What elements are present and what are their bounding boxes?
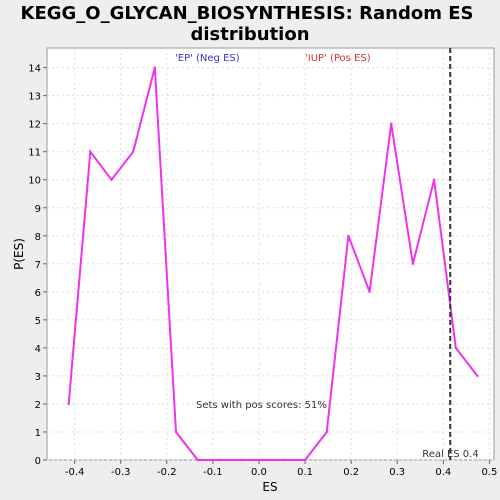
y-tick-label: 7: [35, 260, 41, 271]
x-tick-label: -0.4: [65, 467, 85, 478]
tick-layer: -0.4 -0.3 -0.2 -0.1 0.0 0.1 0.2 0.3 0.4 0.5012345…: [28, 64, 497, 478]
y-tick-label: 9: [35, 204, 41, 215]
data-point: [476, 374, 479, 378]
x-axis-title: ES: [262, 480, 277, 494]
data-point: [67, 402, 70, 406]
data-point: [261, 458, 264, 462]
pos-es-label: 'IUP' (Pos ES): [305, 53, 371, 64]
x-tick-label: 0.0: [251, 467, 267, 478]
grid-layer: [47, 48, 494, 461]
data-point: [282, 458, 286, 462]
data-point: [89, 150, 92, 153]
data-point: [174, 430, 178, 434]
data-point: [347, 234, 350, 237]
plot-area: [46, 47, 495, 461]
data-point: [368, 290, 371, 294]
y-tick-label: 11: [28, 148, 41, 159]
real-es-label: Real ES 0.4: [422, 449, 478, 460]
pos-score-text: Sets with pos scores: 51%: [196, 400, 327, 411]
x-tick-label: -0.2: [157, 467, 177, 478]
y-tick-label: 0: [35, 456, 41, 467]
data-point: [196, 458, 199, 462]
y-tick-label: 13: [28, 92, 41, 103]
x-tick-label: 0.5: [481, 467, 497, 478]
x-tick-label: -0.3: [111, 467, 131, 478]
y-tick-label: 14: [28, 64, 41, 75]
data-point: [110, 178, 113, 181]
y-tick-label: 12: [28, 120, 41, 131]
es-distribution-line: [67, 67, 479, 461]
data-point: [239, 458, 243, 462]
x-tick-label: 0.4: [435, 467, 451, 478]
y-tick-label: 6: [35, 288, 41, 299]
y-tick-label: 3: [35, 372, 41, 383]
data-point: [390, 122, 393, 125]
data-point: [131, 150, 135, 153]
data-point: [153, 66, 157, 69]
y-tick-label: 8: [35, 232, 41, 243]
data-point: [218, 458, 221, 462]
x-tick-label: -0.1: [203, 467, 223, 478]
x-tick-label: 0.2: [343, 467, 359, 478]
x-tick-label: 0.3: [389, 467, 405, 478]
data-point: [303, 458, 307, 462]
x-tick-label: 0.1: [297, 467, 313, 478]
y-tick-label: 10: [28, 176, 41, 187]
series-layer: [67, 66, 479, 462]
y-tick-label: 1: [35, 428, 41, 439]
y-axis-title: P(ES): [12, 238, 26, 270]
chart-title-line2: distribution: [190, 24, 309, 45]
y-tick-label: 5: [35, 316, 41, 327]
neg-es-label: 'EP' (Neg ES): [175, 53, 240, 64]
data-point: [325, 430, 328, 434]
chart-title-line1: KEGG_O_GLYCAN_BIOSYNTHESIS: Random ES: [21, 3, 474, 24]
y-tick-label: 4: [35, 344, 41, 355]
data-point: [411, 262, 415, 266]
y-tick-label: 2: [35, 400, 41, 411]
data-point: [432, 178, 436, 181]
data-point: [454, 346, 457, 350]
